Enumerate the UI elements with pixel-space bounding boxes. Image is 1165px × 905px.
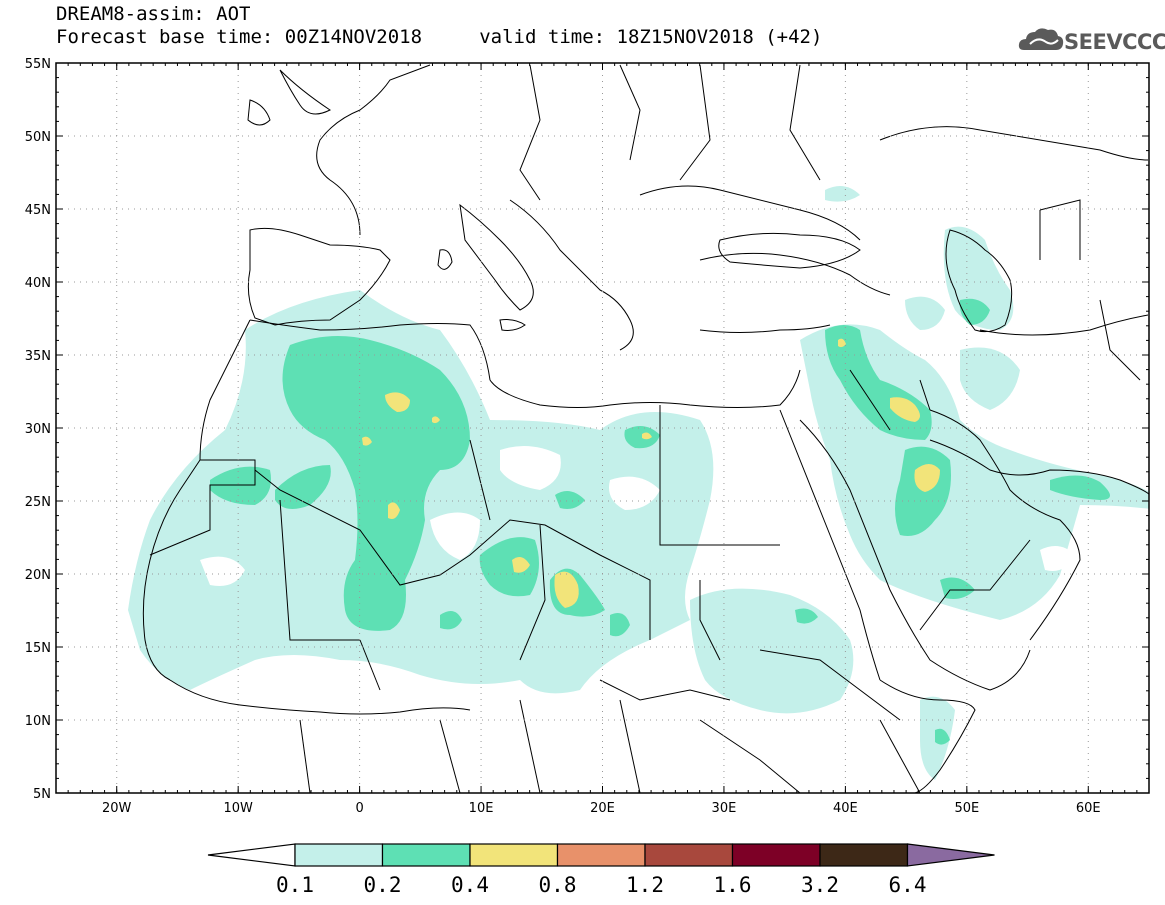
coastlines	[142, 64, 1149, 793]
colorbar-label: 1.6	[714, 873, 752, 897]
lat-tick-label: 20N	[25, 568, 51, 583]
gridlines	[56, 63, 1149, 793]
colorbar-box	[731, 843, 821, 867]
lon-tick-label: 10E	[469, 801, 494, 816]
colorbar-lower-triangle	[207, 843, 296, 867]
map-title: DREAM8-assim: AOT	[56, 3, 251, 25]
colorbar-label: 0.4	[451, 873, 489, 897]
lat-tick-label: 25N	[25, 495, 51, 510]
lat-tick-label: 55N	[25, 57, 51, 72]
colorbar-label: 0.1	[276, 873, 314, 897]
lat-tick-label: 5N	[33, 787, 51, 802]
latitude-axis: 55N 50N 45N 40N 35N 30N 25N 20N 15N 10N 5N	[25, 57, 1149, 802]
lon-tick-label: 10W	[223, 801, 253, 816]
lon-tick-label: 50E	[954, 801, 979, 816]
lat-tick-label: 40N	[25, 276, 51, 291]
lon-tick-label: 20W	[102, 801, 132, 816]
colorbar-label: 0.8	[539, 873, 577, 897]
lat-tick-label: 15N	[25, 641, 51, 656]
lat-tick-label: 45N	[25, 203, 51, 218]
colorbar-label: 1.2	[626, 873, 664, 897]
colorbar-box	[556, 843, 646, 867]
lon-tick-label: 40E	[833, 801, 858, 816]
lon-tick-label: 20E	[590, 801, 615, 816]
colorbar-box	[819, 843, 909, 867]
lat-tick-label: 35N	[25, 349, 51, 364]
colorbar-box	[469, 843, 559, 867]
lon-tick-label: 60E	[1076, 801, 1101, 816]
longitude-axis: 20W 10W 0 10E 20E 30E 40E 50E 60E	[55, 63, 1150, 816]
colorbar-label: 6.4	[889, 873, 927, 897]
colorbar-upper-triangle	[906, 843, 995, 867]
lon-tick-label: 0	[355, 801, 363, 816]
lat-tick-label: 10N	[25, 714, 51, 729]
colorbar-box	[381, 843, 471, 867]
colorbar-box	[294, 843, 384, 867]
colorbar-label: 0.2	[364, 873, 402, 897]
lon-tick-label: 30E	[712, 801, 737, 816]
cloud-icon	[1018, 28, 1064, 50]
aot-field	[128, 186, 1149, 780]
colorbar: 0.1 0.2 0.4 0.8 1.2 1.6 3.2 6.4	[207, 843, 995, 897]
colorbar-label: 3.2	[801, 873, 839, 897]
colorbar-box	[644, 843, 734, 867]
lat-tick-label: 50N	[25, 130, 51, 145]
logo-text: SEEVCCC	[1064, 30, 1165, 54]
lat-tick-label: 30N	[25, 422, 51, 437]
forecast-times: Forecast base time: 00Z14NOV2018 valid t…	[56, 26, 823, 48]
